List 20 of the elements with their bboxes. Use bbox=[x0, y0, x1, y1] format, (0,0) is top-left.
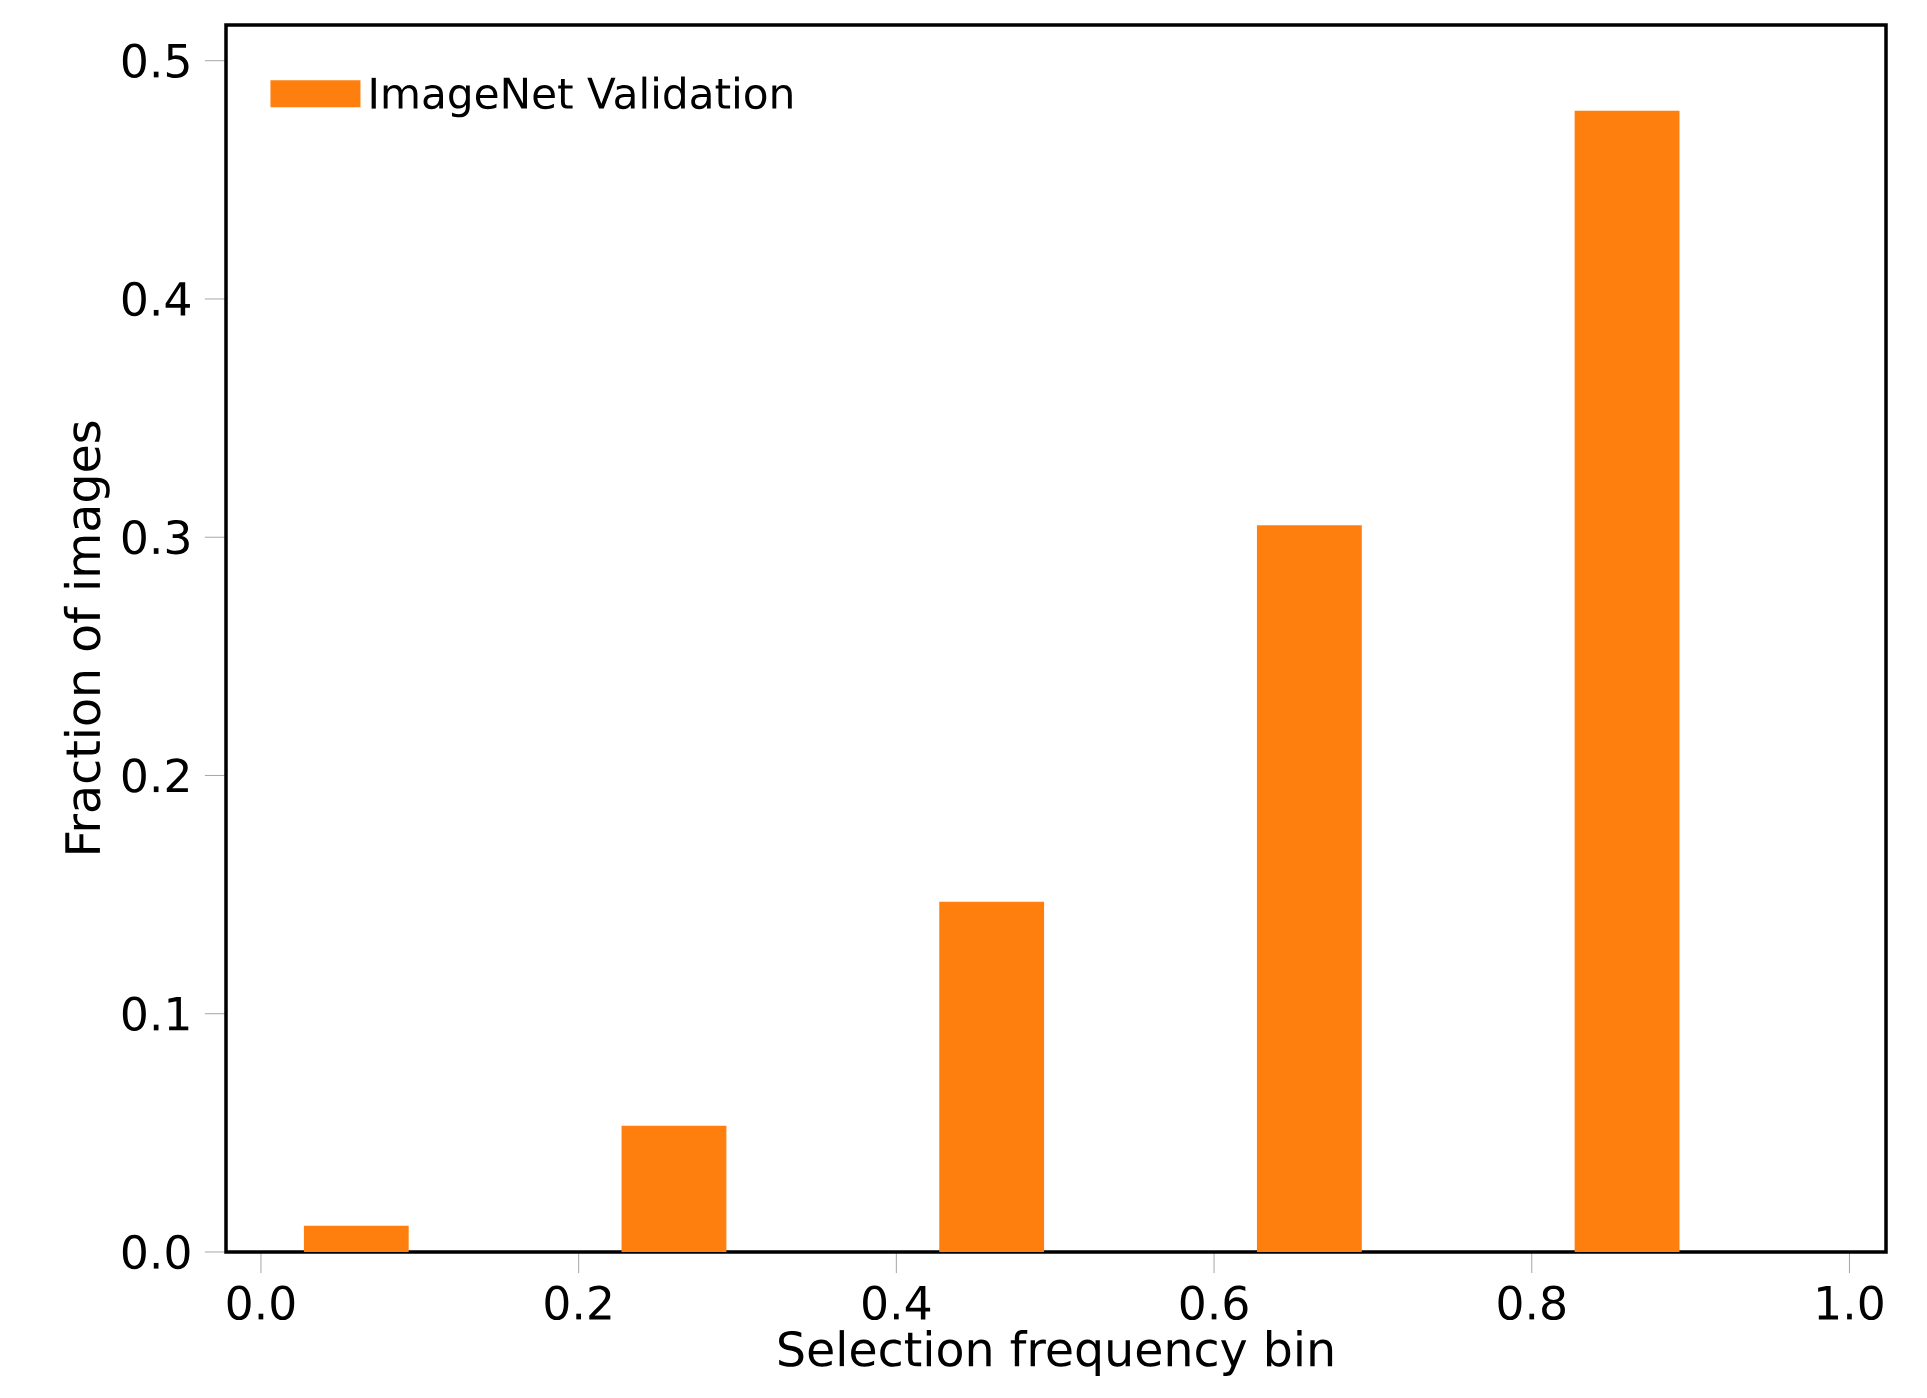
bar bbox=[303, 1225, 409, 1252]
x-tick-label: 0.6 bbox=[1180, 1285, 1248, 1321]
x-tick-label: 0.8 bbox=[1498, 1285, 1565, 1321]
y-tick-label: 0.2 bbox=[122, 758, 188, 793]
bar bbox=[939, 901, 1045, 1252]
bar bbox=[621, 1125, 727, 1252]
x-tick-label: 1.0 bbox=[1818, 1285, 1883, 1321]
y-tick-label: 0.3 bbox=[122, 519, 189, 555]
y-tick-label: 0.0 bbox=[122, 1234, 190, 1270]
y-tick-label: 0.4 bbox=[122, 281, 190, 317]
x-tick-label: 0.4 bbox=[863, 1285, 931, 1321]
y-tick-label: 0.5 bbox=[122, 43, 189, 79]
y-axis-title: Fraction of images bbox=[63, 421, 110, 853]
bar bbox=[1574, 110, 1680, 1252]
y-tick-label: 0.1 bbox=[122, 996, 189, 1032]
legend-label: ImageNet Validation bbox=[371, 76, 792, 118]
x-tick-label: 0.0 bbox=[227, 1285, 295, 1321]
x-tick-label: 0.2 bbox=[545, 1285, 611, 1321]
bar bbox=[1256, 525, 1362, 1252]
x-axis-title: Selection frequency bin bbox=[779, 1330, 1333, 1377]
